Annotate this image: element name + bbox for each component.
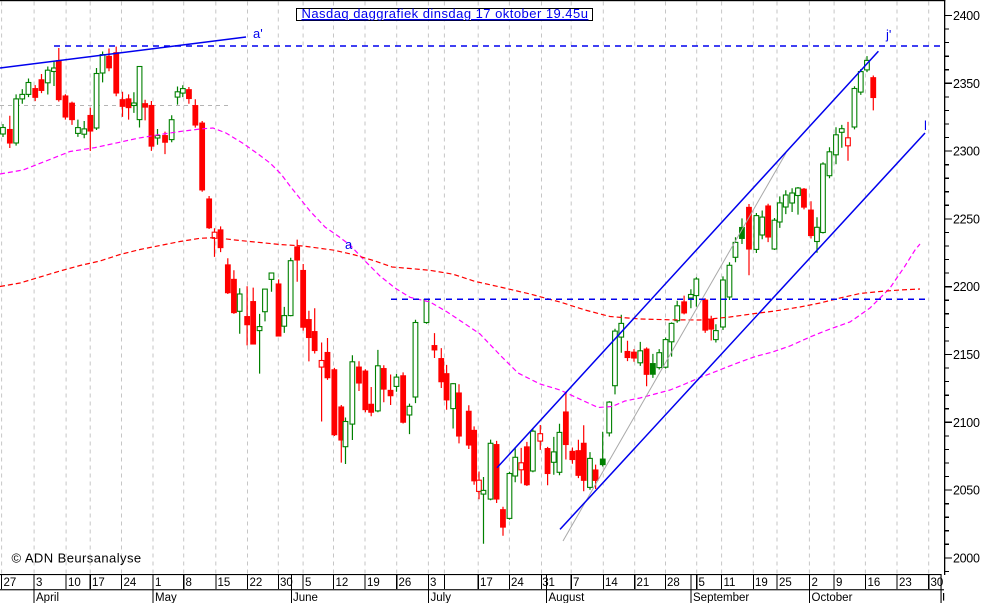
svg-text:2100: 2100 xyxy=(953,416,980,430)
svg-text:17: 17 xyxy=(92,577,105,589)
svg-text:21: 21 xyxy=(637,577,650,589)
svg-text:19: 19 xyxy=(367,577,380,589)
svg-text:2350: 2350 xyxy=(953,77,980,91)
svg-text:30: 30 xyxy=(280,577,293,589)
svg-text:24: 24 xyxy=(511,577,524,589)
svg-text:30: 30 xyxy=(931,577,944,589)
svg-text:1: 1 xyxy=(549,577,555,589)
svg-text:12: 12 xyxy=(336,577,349,589)
svg-text:a': a' xyxy=(253,26,263,41)
svg-text:7: 7 xyxy=(573,577,579,589)
svg-text:15: 15 xyxy=(218,577,231,589)
svg-text:17: 17 xyxy=(480,577,493,589)
svg-text:27: 27 xyxy=(4,577,17,589)
svg-text:2400: 2400 xyxy=(953,9,980,23)
svg-text:10: 10 xyxy=(68,577,81,589)
svg-text:5: 5 xyxy=(305,577,311,589)
svg-text:28: 28 xyxy=(667,577,680,589)
svg-text:16: 16 xyxy=(868,577,881,589)
svg-text:23: 23 xyxy=(899,577,912,589)
svg-text:19: 19 xyxy=(755,577,768,589)
svg-text:August: August xyxy=(549,592,586,603)
svg-text:8: 8 xyxy=(186,577,192,589)
svg-text:l: l xyxy=(924,118,927,133)
svg-text:26: 26 xyxy=(399,577,412,589)
svg-text:2250: 2250 xyxy=(953,212,980,226)
svg-text:2150: 2150 xyxy=(953,348,980,362)
svg-text:2000: 2000 xyxy=(953,551,980,565)
svg-text:June: June xyxy=(293,592,318,603)
svg-text:July: July xyxy=(431,592,452,603)
svg-text:14: 14 xyxy=(605,577,618,589)
svg-text:22: 22 xyxy=(250,577,263,589)
svg-text:April: April xyxy=(36,592,59,603)
svg-text:3: 3 xyxy=(36,577,42,589)
svg-text:9: 9 xyxy=(836,577,842,589)
svg-text:2: 2 xyxy=(812,577,818,589)
svg-text:j': j' xyxy=(885,27,891,42)
svg-text:11: 11 xyxy=(724,577,736,589)
svg-text:24: 24 xyxy=(124,577,137,589)
svg-text:3: 3 xyxy=(542,577,548,589)
svg-text:1: 1 xyxy=(155,577,161,589)
svg-text:3: 3 xyxy=(430,577,436,589)
svg-text:a: a xyxy=(345,237,353,252)
svg-text:Nasdaq daggrafiek dinsdag 17 o: Nasdaq daggrafiek dinsdag 17 oktober 19.… xyxy=(302,6,589,21)
svg-text:2300: 2300 xyxy=(953,145,980,159)
svg-text:5: 5 xyxy=(699,577,705,589)
svg-text:2200: 2200 xyxy=(953,280,980,294)
svg-text:October: October xyxy=(812,592,853,603)
svg-text:© ADN Beursanalyse: © ADN Beursanalyse xyxy=(12,551,142,566)
svg-text:May: May xyxy=(155,592,177,603)
svg-text:September: September xyxy=(693,592,749,603)
svg-text:25: 25 xyxy=(779,577,792,589)
svg-text:2050: 2050 xyxy=(953,484,980,498)
